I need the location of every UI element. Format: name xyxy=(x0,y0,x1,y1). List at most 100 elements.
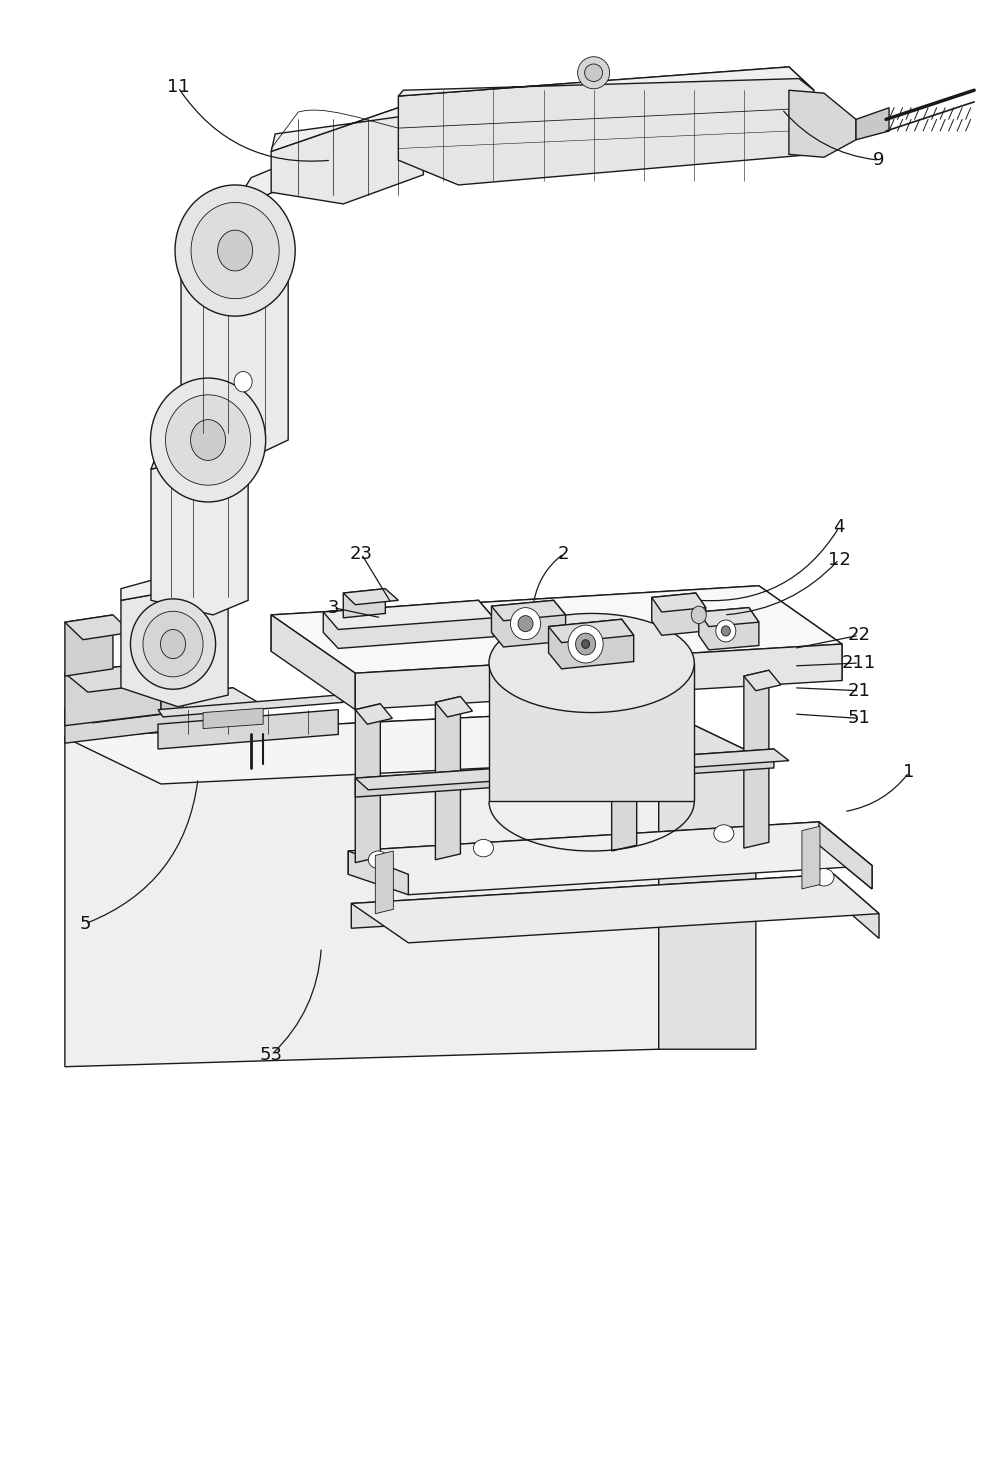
Ellipse shape xyxy=(191,202,279,298)
Polygon shape xyxy=(652,593,706,612)
Polygon shape xyxy=(819,822,872,890)
Text: 12: 12 xyxy=(828,550,851,569)
Polygon shape xyxy=(151,455,248,614)
Ellipse shape xyxy=(143,612,203,677)
Polygon shape xyxy=(351,875,879,938)
Text: 211: 211 xyxy=(842,654,876,672)
Text: 51: 51 xyxy=(848,710,870,727)
Polygon shape xyxy=(323,600,493,648)
Polygon shape xyxy=(355,749,774,797)
Polygon shape xyxy=(64,661,161,726)
Polygon shape xyxy=(64,688,258,723)
Ellipse shape xyxy=(814,869,834,887)
Text: 2: 2 xyxy=(558,544,569,563)
Polygon shape xyxy=(355,749,788,790)
Polygon shape xyxy=(121,578,229,607)
Polygon shape xyxy=(271,585,842,673)
Polygon shape xyxy=(549,619,633,642)
Polygon shape xyxy=(161,661,183,714)
Polygon shape xyxy=(399,67,814,184)
Polygon shape xyxy=(549,619,633,669)
Ellipse shape xyxy=(578,57,609,89)
Polygon shape xyxy=(158,695,343,717)
Ellipse shape xyxy=(511,607,541,639)
Text: 11: 11 xyxy=(166,79,189,97)
Polygon shape xyxy=(348,822,872,890)
Ellipse shape xyxy=(131,598,215,689)
Polygon shape xyxy=(491,600,566,647)
Ellipse shape xyxy=(582,639,590,648)
Polygon shape xyxy=(611,682,649,702)
Polygon shape xyxy=(856,108,889,140)
Polygon shape xyxy=(399,67,814,97)
Polygon shape xyxy=(158,710,338,749)
Ellipse shape xyxy=(175,184,295,316)
Polygon shape xyxy=(435,696,472,717)
Polygon shape xyxy=(271,108,423,152)
Ellipse shape xyxy=(585,64,602,82)
Ellipse shape xyxy=(716,620,736,642)
Polygon shape xyxy=(343,588,399,604)
Polygon shape xyxy=(802,827,820,890)
Polygon shape xyxy=(121,590,229,707)
Polygon shape xyxy=(181,238,288,458)
Polygon shape xyxy=(181,218,288,265)
Polygon shape xyxy=(699,607,759,650)
Text: 1: 1 xyxy=(903,764,914,781)
Polygon shape xyxy=(64,708,659,1067)
Polygon shape xyxy=(376,851,394,914)
Polygon shape xyxy=(788,91,856,157)
Text: 5: 5 xyxy=(80,914,91,933)
Polygon shape xyxy=(659,708,756,1049)
Polygon shape xyxy=(343,588,386,617)
Ellipse shape xyxy=(234,372,252,392)
Polygon shape xyxy=(64,708,756,784)
Polygon shape xyxy=(64,661,183,692)
Polygon shape xyxy=(652,593,706,635)
Ellipse shape xyxy=(218,230,253,271)
Ellipse shape xyxy=(165,395,251,486)
Polygon shape xyxy=(64,614,131,639)
Ellipse shape xyxy=(150,377,266,502)
Text: 23: 23 xyxy=(349,544,373,563)
Polygon shape xyxy=(271,614,355,710)
Polygon shape xyxy=(203,708,263,729)
Ellipse shape xyxy=(190,420,226,461)
Polygon shape xyxy=(491,600,566,620)
Ellipse shape xyxy=(576,633,595,655)
Text: 22: 22 xyxy=(848,626,870,644)
Ellipse shape xyxy=(691,606,706,623)
Text: 21: 21 xyxy=(848,682,870,699)
Text: 3: 3 xyxy=(327,598,339,616)
Ellipse shape xyxy=(721,626,730,636)
Polygon shape xyxy=(64,688,233,743)
Text: 53: 53 xyxy=(260,1046,283,1064)
Polygon shape xyxy=(271,585,842,680)
Polygon shape xyxy=(348,822,872,895)
Polygon shape xyxy=(435,696,460,860)
Text: 9: 9 xyxy=(873,151,885,170)
Ellipse shape xyxy=(489,613,694,712)
Polygon shape xyxy=(744,670,769,849)
Polygon shape xyxy=(348,851,409,895)
Polygon shape xyxy=(151,433,248,470)
Polygon shape xyxy=(271,108,423,203)
Ellipse shape xyxy=(473,840,493,857)
Polygon shape xyxy=(355,644,842,710)
Polygon shape xyxy=(64,614,113,676)
Ellipse shape xyxy=(369,851,389,869)
Polygon shape xyxy=(355,704,381,863)
Polygon shape xyxy=(232,132,364,209)
Ellipse shape xyxy=(160,629,185,658)
Polygon shape xyxy=(355,704,393,724)
Ellipse shape xyxy=(518,616,533,632)
Polygon shape xyxy=(744,670,780,691)
Polygon shape xyxy=(699,607,759,626)
Ellipse shape xyxy=(714,825,734,843)
Polygon shape xyxy=(351,875,879,942)
Polygon shape xyxy=(611,682,636,851)
Text: 4: 4 xyxy=(833,518,845,537)
Polygon shape xyxy=(489,663,694,802)
Polygon shape xyxy=(323,600,493,629)
Ellipse shape xyxy=(568,625,603,663)
